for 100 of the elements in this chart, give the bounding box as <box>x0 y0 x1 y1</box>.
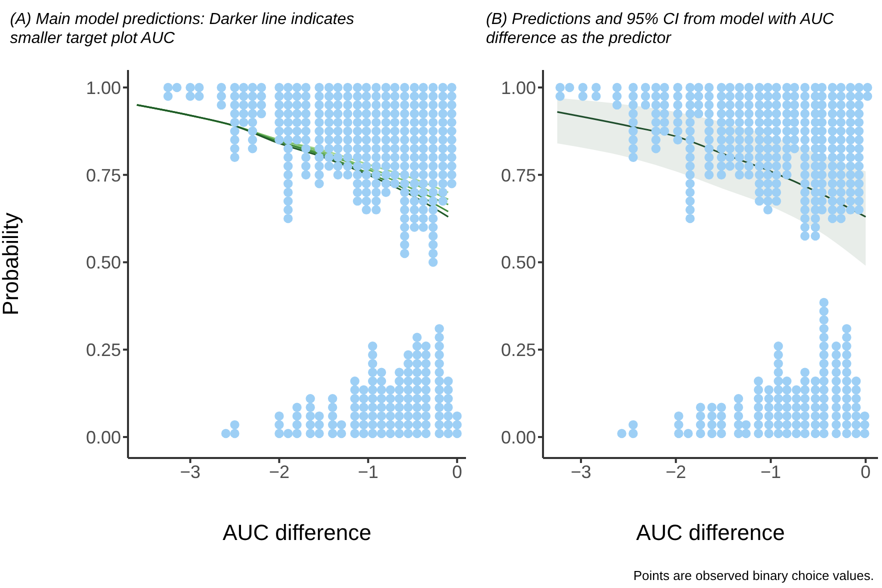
point <box>810 222 820 232</box>
point <box>725 92 735 101</box>
chart-title: (A) Main model predictions: Darker line indicates smaller target plot AUC <box>10 10 356 48</box>
point <box>696 420 706 430</box>
point <box>412 376 422 386</box>
point <box>782 109 792 118</box>
point <box>447 100 456 110</box>
point <box>418 109 428 118</box>
point <box>438 144 448 154</box>
point <box>333 126 343 136</box>
point <box>792 411 801 421</box>
point <box>660 126 670 136</box>
point <box>362 92 371 101</box>
point <box>386 402 395 412</box>
point <box>274 126 284 136</box>
point <box>763 100 773 110</box>
point <box>314 92 324 101</box>
point <box>284 100 293 110</box>
point <box>400 109 410 118</box>
point <box>836 92 846 101</box>
point <box>274 100 284 110</box>
point <box>428 188 438 197</box>
point <box>810 231 820 241</box>
point <box>763 162 773 171</box>
point <box>734 135 744 145</box>
point <box>230 420 240 430</box>
point <box>421 385 431 394</box>
point <box>412 342 422 351</box>
point <box>404 350 413 360</box>
point <box>704 118 714 128</box>
point <box>707 402 717 412</box>
point <box>707 411 717 421</box>
point <box>248 126 258 136</box>
point <box>381 82 391 92</box>
text: Points are observed binary choice values. <box>633 568 874 583</box>
point <box>854 170 864 180</box>
point <box>846 135 856 145</box>
point <box>800 109 810 118</box>
point <box>292 428 302 438</box>
point <box>284 92 293 101</box>
point <box>651 92 661 101</box>
point <box>230 92 240 101</box>
point <box>744 162 754 171</box>
point <box>754 109 764 118</box>
point <box>674 420 684 430</box>
point <box>301 135 310 145</box>
point <box>716 402 726 412</box>
point <box>628 100 638 110</box>
point <box>400 135 410 145</box>
point <box>428 162 438 171</box>
point <box>744 118 754 128</box>
point <box>324 162 334 171</box>
point <box>386 420 395 430</box>
point <box>852 385 861 394</box>
point <box>734 92 744 101</box>
point <box>592 82 601 92</box>
point <box>359 428 368 438</box>
point <box>744 100 754 110</box>
point <box>333 118 343 128</box>
point <box>846 82 856 92</box>
point <box>774 342 783 351</box>
point <box>352 170 362 180</box>
point <box>628 152 638 162</box>
point <box>381 118 391 128</box>
point <box>846 170 856 180</box>
point <box>696 402 706 412</box>
point <box>716 170 726 180</box>
point <box>651 100 661 110</box>
point <box>428 179 438 188</box>
point <box>842 324 852 334</box>
point <box>352 162 362 171</box>
point <box>716 420 726 430</box>
point <box>418 170 428 180</box>
point <box>428 100 438 110</box>
point <box>725 135 735 145</box>
point <box>368 402 378 412</box>
point <box>410 179 420 188</box>
point <box>704 135 714 145</box>
point <box>274 92 284 101</box>
point <box>372 82 381 92</box>
point <box>438 109 448 118</box>
point <box>836 152 846 162</box>
x-tick-label: 0 <box>452 462 462 482</box>
point <box>800 170 810 180</box>
point <box>800 394 810 404</box>
point <box>434 368 444 377</box>
point <box>673 82 682 92</box>
point <box>790 118 800 128</box>
point <box>832 402 841 412</box>
point <box>790 82 800 92</box>
point <box>386 411 395 421</box>
point <box>239 100 248 110</box>
point <box>172 82 182 92</box>
point <box>452 411 462 421</box>
point <box>248 92 258 101</box>
point <box>390 170 400 180</box>
point <box>754 402 764 412</box>
point <box>846 100 856 110</box>
point <box>716 144 726 154</box>
point <box>817 144 827 154</box>
